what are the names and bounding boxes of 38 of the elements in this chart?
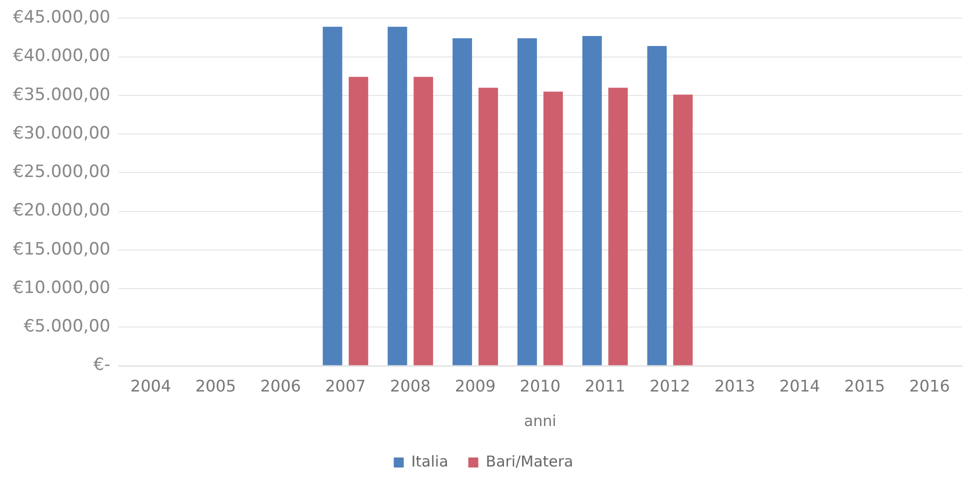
bar [543, 92, 563, 366]
bar [478, 88, 498, 366]
x-tick-label: 2011 [584, 376, 626, 396]
bar [647, 46, 667, 366]
legend-label: Italia [411, 452, 448, 470]
y-tick-label: €45.000,00 [12, 8, 110, 28]
bar [414, 76, 434, 366]
x-axis-title: anni [524, 412, 556, 430]
bar [582, 36, 602, 366]
x-tick-label: 2005 [195, 376, 236, 396]
x-tick-label: 2008 [390, 376, 431, 396]
bar [388, 26, 408, 366]
x-tick-label: 2013 [714, 376, 756, 396]
y-tick-label: €35.000,00 [12, 84, 110, 105]
x-tick-label: 2015 [844, 376, 886, 396]
x-tick-label: 2014 [779, 376, 820, 396]
y-tick-label: €15.000,00 [12, 239, 110, 260]
x-tick-label: 2016 [909, 376, 950, 396]
bar [673, 94, 693, 366]
bar [452, 38, 472, 366]
y-tick-label: €20.000,00 [12, 200, 110, 221]
x-tick-label: 2009 [454, 376, 496, 396]
bar [348, 76, 368, 366]
y-tick-label: €10.000,00 [12, 278, 110, 298]
y-tick-label: €25.000,00 [12, 162, 110, 182]
y-tick-label: €- [93, 355, 110, 376]
x-tick-label: 2006 [260, 376, 301, 396]
x-tick-label: 2010 [520, 376, 561, 396]
x-tick-label: 2007 [325, 376, 366, 396]
y-tick-label: €30.000,00 [12, 123, 110, 144]
bar [608, 88, 628, 366]
y-tick-label: €40.000,00 [12, 46, 110, 66]
x-tick-label: 2004 [130, 376, 172, 396]
x-tick-label: 2012 [650, 376, 690, 396]
legend-label: Bari/Matera [486, 452, 574, 470]
bar [517, 38, 537, 366]
bar [322, 26, 342, 366]
y-tick-label: €5.000,00 [24, 316, 110, 337]
